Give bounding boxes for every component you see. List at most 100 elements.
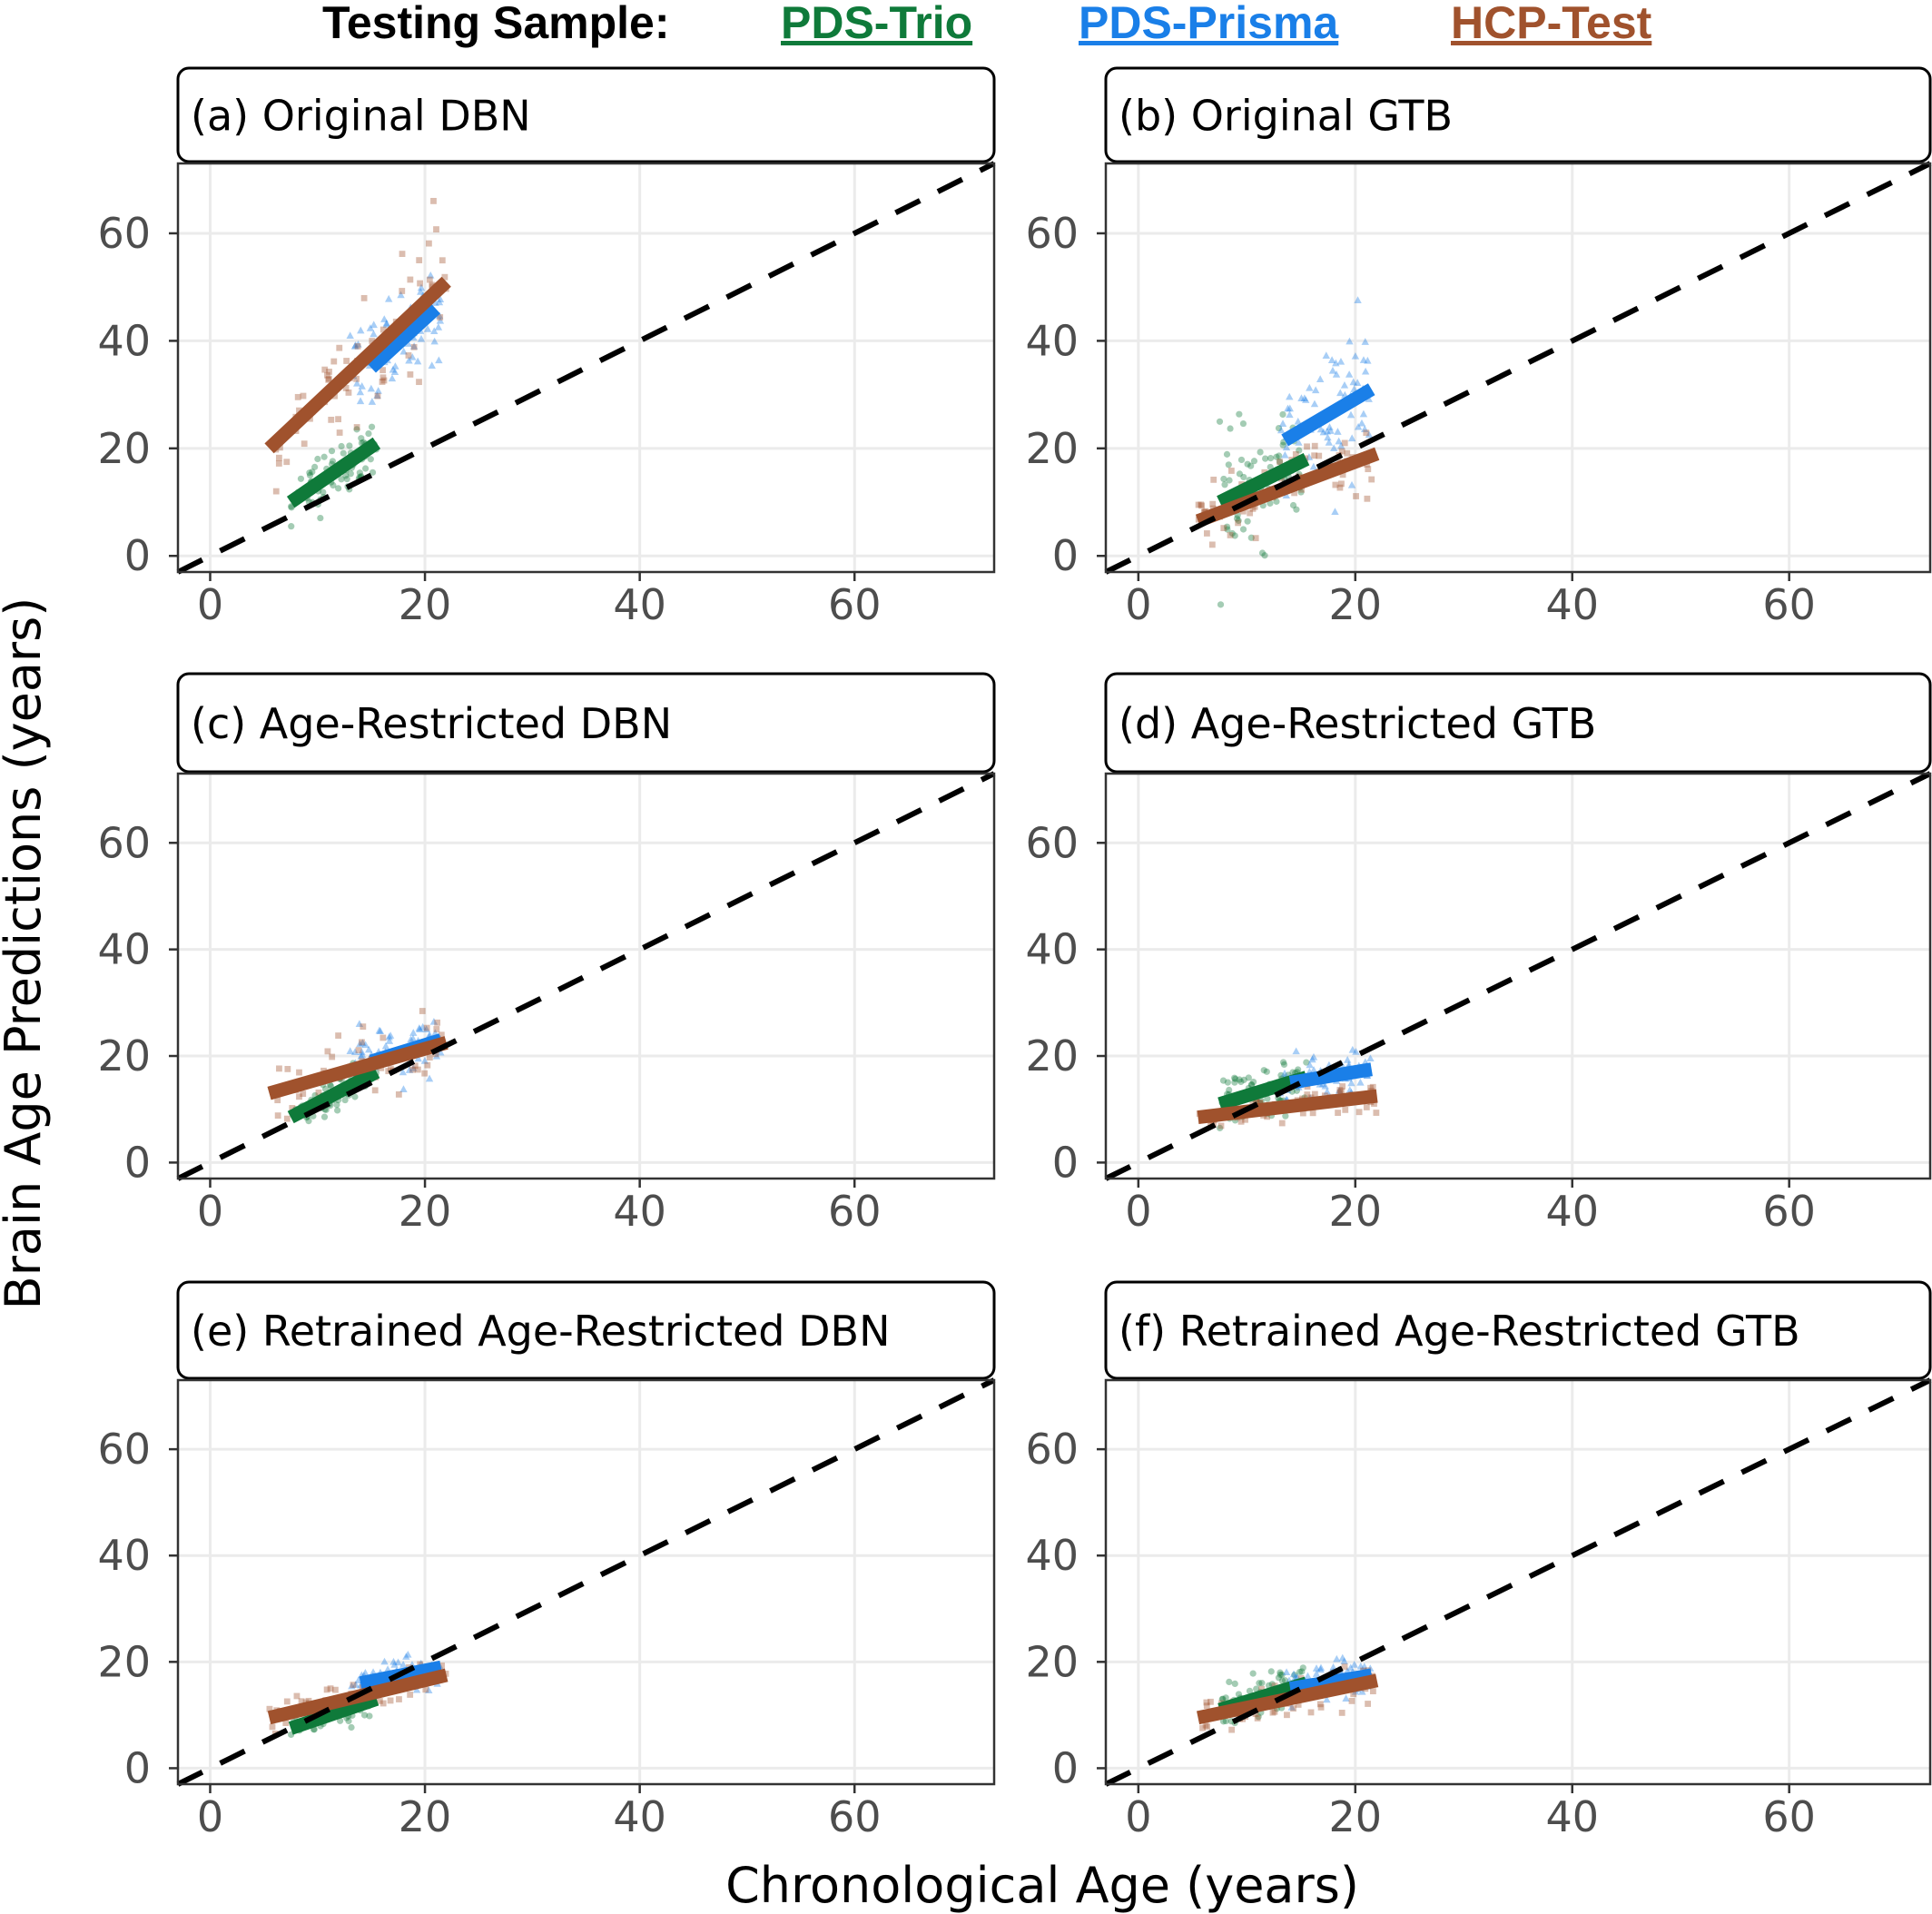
data-point bbox=[1332, 481, 1339, 488]
data-point bbox=[369, 338, 376, 344]
data-point bbox=[419, 1008, 426, 1014]
data-point bbox=[289, 1105, 296, 1111]
data-point bbox=[1220, 525, 1227, 532]
data-point bbox=[335, 416, 341, 423]
data-point bbox=[432, 1051, 439, 1058]
data-point bbox=[301, 440, 308, 448]
data-point bbox=[1340, 1657, 1348, 1664]
x-tick-label: 0 bbox=[1125, 1187, 1151, 1236]
data-point bbox=[321, 366, 329, 373]
data-point bbox=[390, 368, 399, 376]
data-point bbox=[394, 1658, 402, 1666]
y-tick-label: 40 bbox=[1025, 1531, 1079, 1580]
x-tick-label: 0 bbox=[1125, 1792, 1151, 1841]
data-point bbox=[1340, 380, 1349, 389]
data-point bbox=[424, 1061, 431, 1069]
data-point bbox=[1252, 1711, 1259, 1717]
x-tick-label: 40 bbox=[613, 1792, 666, 1841]
data-point bbox=[358, 382, 366, 390]
data-point bbox=[1342, 1694, 1350, 1702]
data-point bbox=[1226, 1086, 1233, 1094]
identity-line bbox=[176, 1377, 996, 1787]
y-tick-label: 40 bbox=[1025, 925, 1079, 974]
data-point bbox=[309, 469, 316, 476]
data-point bbox=[1273, 498, 1280, 505]
data-point bbox=[1305, 453, 1314, 460]
data-point bbox=[1239, 419, 1247, 428]
data-point bbox=[1258, 1680, 1266, 1687]
x-tick-label: 0 bbox=[197, 1792, 223, 1841]
data-point bbox=[1280, 1069, 1289, 1077]
data-point bbox=[326, 369, 332, 375]
data-point bbox=[1240, 473, 1247, 481]
data-point bbox=[1249, 505, 1257, 512]
panel-strip bbox=[1104, 672, 1932, 774]
data-point bbox=[375, 1026, 383, 1034]
data-point bbox=[1352, 1048, 1360, 1055]
data-point bbox=[407, 1035, 415, 1043]
data-point bbox=[1350, 1691, 1357, 1698]
data-point bbox=[1326, 423, 1334, 430]
data-point bbox=[1286, 392, 1294, 400]
data-point bbox=[1276, 426, 1286, 434]
data-point bbox=[348, 1682, 356, 1690]
data-point bbox=[360, 1023, 367, 1031]
data-point bbox=[1309, 1066, 1318, 1073]
x-tick-label: 0 bbox=[197, 1187, 223, 1236]
y-tick-label: 40 bbox=[97, 925, 151, 974]
panel-strip bbox=[1104, 1280, 1932, 1380]
data-point bbox=[1224, 526, 1231, 533]
data-point bbox=[1195, 501, 1202, 508]
data-point bbox=[328, 448, 336, 455]
data-point bbox=[1231, 1680, 1238, 1688]
data-point bbox=[340, 449, 347, 457]
y-tick-label: 60 bbox=[97, 1425, 151, 1474]
data-point bbox=[1222, 1717, 1229, 1725]
data-point bbox=[351, 1681, 360, 1688]
data-point bbox=[1228, 529, 1236, 538]
y-tick-label: 0 bbox=[1052, 1743, 1079, 1792]
data-point bbox=[1306, 383, 1314, 391]
data-point bbox=[1275, 1674, 1283, 1682]
data-point bbox=[283, 459, 291, 466]
y-tick-label: 20 bbox=[1025, 1031, 1079, 1080]
data-point bbox=[353, 426, 360, 433]
data-point bbox=[385, 1037, 394, 1044]
data-point bbox=[380, 326, 387, 333]
data-point bbox=[1250, 1078, 1257, 1086]
data-point bbox=[288, 523, 295, 530]
data-point bbox=[1304, 443, 1310, 450]
data-point bbox=[356, 388, 365, 396]
fit-line-hcp-test bbox=[267, 1036, 448, 1100]
panel-strip bbox=[1104, 66, 1932, 163]
data-point bbox=[338, 476, 345, 483]
data-point bbox=[346, 442, 353, 449]
data-point bbox=[1316, 375, 1325, 382]
data-point bbox=[1226, 477, 1233, 484]
data-point bbox=[1357, 419, 1366, 427]
data-point bbox=[1309, 462, 1318, 470]
data-point bbox=[1363, 1104, 1370, 1110]
data-point bbox=[1361, 367, 1370, 375]
data-point bbox=[1311, 452, 1318, 459]
data-point bbox=[324, 1048, 331, 1055]
data-point bbox=[1344, 1056, 1352, 1063]
data-point bbox=[357, 326, 365, 334]
identity-line bbox=[1104, 161, 1932, 575]
data-point bbox=[1219, 1695, 1227, 1702]
data-point bbox=[1309, 1110, 1316, 1117]
data-point bbox=[355, 1047, 362, 1054]
x-tick-label: 0 bbox=[197, 580, 223, 629]
data-point bbox=[1310, 400, 1319, 408]
data-point bbox=[272, 488, 280, 495]
data-point bbox=[1258, 1685, 1266, 1692]
data-point bbox=[435, 311, 444, 320]
data-point bbox=[343, 475, 350, 483]
data-point bbox=[1219, 1077, 1227, 1084]
data-point bbox=[1331, 508, 1339, 515]
data-point bbox=[305, 1118, 312, 1125]
data-point bbox=[1247, 1080, 1255, 1089]
data-point bbox=[1237, 1078, 1245, 1086]
data-point bbox=[1255, 1713, 1262, 1721]
fit-line-hcp-test bbox=[1195, 447, 1380, 528]
